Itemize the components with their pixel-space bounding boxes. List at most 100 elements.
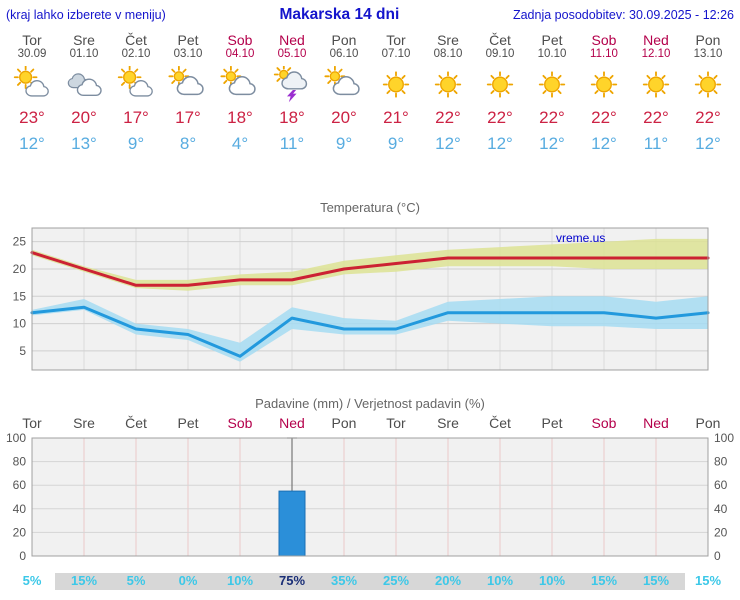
sunny-icon [538,70,566,98]
precip-day-label: Tor [22,415,42,431]
day-date: 03.10 [173,48,203,60]
precip-day-label: Ned [279,415,305,431]
weather-icon-cell [58,63,110,105]
min-temperature: 4° [231,134,249,153]
weather-icon-cell [474,63,526,105]
precip-y-tick-right: 80 [714,455,728,469]
forecast-day-10.10[interactable]: Pet 10.10 22° 12° [526,32,578,154]
precipitation-probability-row: 5% 15% 5% 0% 10% 75% 35% 25% 20% 10% 10% 15% 15% 15% [0,572,740,590]
partly-cloudy-icon [117,65,153,97]
forecast-day-02.10[interactable]: Čet 02.10 17° 9° [110,32,162,154]
day-name: Pet [177,32,199,48]
mostly-cloudy-icon [324,65,360,95]
forecast-day-09.10[interactable]: Čet 09.10 22° 12° [474,32,526,154]
forecast-day-01.10[interactable]: Sre 01.10 20° 13° [58,32,110,154]
max-temperature: 17° [123,108,149,127]
weather-icon-cell [110,63,162,105]
max-temperature: 22° [643,108,669,127]
precip-day-label: Ned [643,415,669,431]
precip-probability: 25% [382,573,410,588]
min-temperature: 9° [335,134,353,153]
forecast-day-08.10[interactable]: Sre 08.10 22° 12° [422,32,474,154]
day-date: 13.10 [693,48,723,60]
weather-icon-cell [6,63,58,105]
day-name: Ned [643,32,669,48]
forecast-day-30.09[interactable]: Tor 30.09 23° 12° [6,32,58,154]
forecast-day-07.10[interactable]: Tor 07.10 21° 9° [370,32,422,154]
temp-y-tick: 15 [13,289,27,303]
precip-day-label: Pet [177,415,199,431]
cloudy-icon [67,72,102,96]
forecast-day-12.10[interactable]: Ned 12.10 22° 11° [630,32,682,154]
menu-hint: (kraj lahko izberete v meniju) [6,8,166,22]
probability-values: 5% 15% 5% 0% 10% 75% 35% 25% 20% 10% 10% 15% 15% 15% [0,572,740,590]
day-date: 02.10 [121,48,151,60]
sunny-icon [382,70,410,98]
day-date: 30.09 [17,48,47,60]
day-name: Sob [227,32,253,48]
day-date: 08.10 [433,48,463,60]
max-temperature: 22° [695,108,721,127]
max-temperature: 20° [71,108,97,127]
temperature-chart: 5 10 15 20 25 vreme.us [13,227,710,371]
precipitation-bar [278,490,306,557]
min-temperature: 12° [19,134,45,153]
sunny-icon [486,70,514,98]
precip-probability: 10% [538,573,566,588]
weather-icon-cell [318,63,370,105]
precip-y-tick-right: 0 [714,549,721,563]
weather-icon-cell [578,63,630,105]
precip-day-label: Sre [73,415,95,431]
weather-icon-cell [214,63,266,105]
max-temperature: 21° [383,108,409,127]
precip-probability: 15% [642,573,670,588]
precip-day-label: Pon [331,415,357,431]
precip-probability: 75% [278,573,306,588]
thunderstorm-icon [273,65,308,102]
weather-icon-cell [266,63,318,105]
precip-probability: 15% [694,573,722,588]
precip-day-label: Sre [437,415,459,431]
day-date: 10.10 [537,48,567,60]
max-temperature: 17° [175,108,201,127]
precip-y-tick-right: 100 [714,432,734,445]
precipitation-day-labels: Tor Sre Čet Pet Sob Ned Pon Tor Sre Čet Pet Sob Ned P… [0,414,740,432]
day-date: 09.10 [485,48,515,60]
min-temperature: 11° [643,134,669,153]
precip-day-label: Tor [386,415,406,431]
temp-y-tick: 25 [13,235,27,249]
precip-probability: 15% [70,573,98,588]
precip-probability: 20% [434,573,462,588]
precip-day-label: Sob [227,415,253,431]
last-update: Zadnja posodobitev: 30.09.2025 - 12:26 [512,8,734,22]
precip-day-label: Pon [695,415,721,431]
forecast-day-06.10[interactable]: Pon 06.10 20° 9° [318,32,370,154]
precip-probability: 35% [330,573,358,588]
weather-icon-cell [422,63,474,105]
temperature-chart-block: Temperatura (°C) 5 10 15 20 25 vreme.us [0,200,740,386]
vreme-watermark[interactable]: vreme.us [556,231,605,245]
forecast-day-05.10[interactable]: Ned 05.10 18° 11° [266,32,318,154]
day-date: 01.10 [69,48,99,60]
day-name: Pet [541,32,563,48]
min-temperature: 8° [179,134,197,153]
weather-icon-cell [162,63,214,105]
day-date: 11.10 [590,48,618,60]
precip-probability: 5% [22,573,42,588]
forecast-day-13.10[interactable]: Pon 13.10 22° 12° [682,32,734,154]
precip-y-tick-left: 60 [13,478,27,492]
temp-y-tick: 10 [13,317,27,331]
probability-row-background [55,573,685,590]
page-title: Makarska 14 dni [279,6,400,23]
forecast-day-11.10[interactable]: Sob 11.10 22° 12° [578,32,630,154]
day-name: Pon [331,32,357,48]
precip-day-label: Čet [489,415,511,431]
day-date: 04.10 [225,48,255,60]
min-temperature: 12° [695,134,721,153]
precip-probability: 10% [486,573,514,588]
precip-probability: 15% [590,573,618,588]
max-temperature: 18° [227,108,253,127]
forecast-day-04.10[interactable]: Sob 04.10 18° 4° [214,32,266,154]
precip-probability: 0% [178,573,198,588]
forecast-day-03.10[interactable]: Pet 03.10 17° 8° [162,32,214,154]
